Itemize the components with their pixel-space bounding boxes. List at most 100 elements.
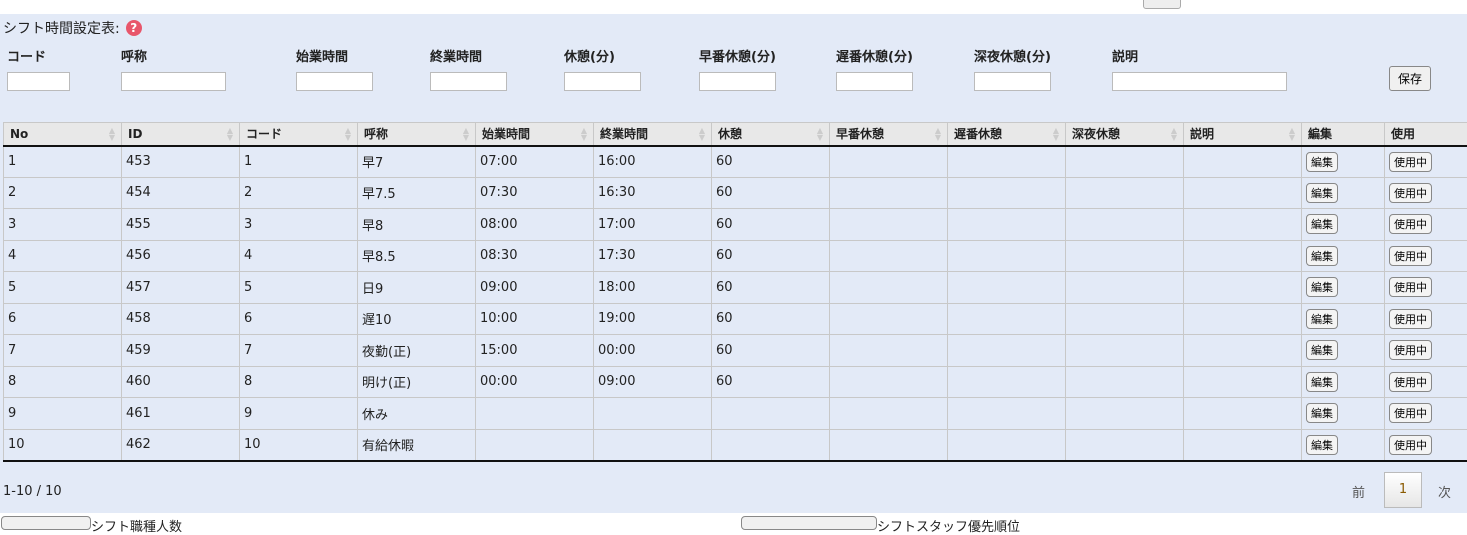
column-header[interactable]: 始業時間▲▼	[476, 123, 594, 146]
field-input[interactable]	[836, 72, 913, 91]
field-label: 遅番休憩(分)	[836, 46, 913, 65]
field-input[interactable]	[974, 72, 1051, 91]
table-cell: 00:00	[594, 335, 712, 367]
table-cell	[948, 366, 1066, 398]
edit-button[interactable]: 編集	[1306, 435, 1338, 455]
edit-button[interactable]: 編集	[1306, 214, 1338, 234]
column-header[interactable]: 遅番休憩▲▼	[948, 123, 1066, 146]
header-label: 使用	[1391, 127, 1415, 141]
in-use-button[interactable]: 使用中	[1389, 340, 1432, 360]
header-label: No	[10, 127, 28, 141]
sort-icon: ▲▼	[1171, 127, 1177, 141]
table-cell: 9	[240, 398, 358, 430]
next-page[interactable]: 次	[1438, 482, 1451, 501]
table-cell: 17:30	[594, 240, 712, 272]
column-header[interactable]: 使用	[1385, 123, 1467, 146]
table-cell: 10:00	[476, 303, 594, 335]
in-use-button[interactable]: 使用中	[1389, 435, 1432, 455]
table-cell: 454	[122, 177, 240, 209]
prev-page[interactable]: 前	[1352, 482, 1365, 501]
table-cell: 08:30	[476, 240, 594, 272]
table-cell: 有給休暇	[358, 429, 476, 461]
save-button[interactable]: 保存	[1389, 66, 1431, 91]
table-cell: 1	[4, 146, 122, 178]
column-header[interactable]: 編集	[1302, 123, 1385, 146]
table-cell: 07:30	[476, 177, 594, 209]
table-cell: 459	[122, 335, 240, 367]
header-label: 休憩	[718, 127, 742, 141]
edit-button[interactable]: 編集	[1306, 340, 1338, 360]
table-cell	[1184, 177, 1302, 209]
table-cell: 早8	[358, 209, 476, 241]
in-use-button[interactable]: 使用中	[1389, 214, 1432, 234]
table-cell: 462	[122, 429, 240, 461]
field-input[interactable]	[7, 72, 70, 91]
table-cell	[948, 335, 1066, 367]
sort-icon: ▲▼	[227, 127, 233, 141]
in-use-button[interactable]: 使用中	[1389, 152, 1432, 172]
bottom-right-button[interactable]	[741, 516, 877, 530]
edit-button[interactable]: 編集	[1306, 309, 1338, 329]
table-cell: 9	[4, 398, 122, 430]
table-cell: 1	[240, 146, 358, 178]
in-use-button[interactable]: 使用中	[1389, 403, 1432, 423]
column-header[interactable]: コード▲▼	[240, 123, 358, 146]
column-header[interactable]: 深夜休憩▲▼	[1066, 123, 1184, 146]
table-cell: 15:00	[476, 335, 594, 367]
table-cell: 453	[122, 146, 240, 178]
table-cell	[1066, 272, 1184, 304]
top-button[interactable]	[1143, 0, 1181, 9]
column-header[interactable]: ID▲▼	[122, 123, 240, 146]
help-icon[interactable]: ?	[126, 20, 142, 36]
column-header[interactable]: 休憩▲▼	[712, 123, 830, 146]
field-label: 休憩(分)	[564, 46, 615, 65]
in-use-button[interactable]: 使用中	[1389, 309, 1432, 329]
in-use-button[interactable]: 使用中	[1389, 183, 1432, 203]
field-input[interactable]	[1112, 72, 1287, 91]
sort-icon: ▲▼	[581, 127, 587, 141]
table-cell: 6	[4, 303, 122, 335]
table-cell: 60	[712, 366, 830, 398]
table-cell	[1184, 429, 1302, 461]
table-cell	[594, 429, 712, 461]
header-label: 編集	[1308, 127, 1332, 141]
in-use-button[interactable]: 使用中	[1389, 246, 1432, 266]
edit-button[interactable]: 編集	[1306, 277, 1338, 297]
field-input[interactable]	[564, 72, 641, 91]
table-cell: 休み	[358, 398, 476, 430]
in-use-button[interactable]: 使用中	[1389, 277, 1432, 297]
table-cell: 18:00	[594, 272, 712, 304]
table-cell: 07:00	[476, 146, 594, 178]
title-text: シフト時間設定表:	[3, 21, 120, 37]
table-cell: 8	[240, 366, 358, 398]
table-cell	[1184, 398, 1302, 430]
table-cell	[830, 146, 948, 178]
column-header[interactable]: 終業時間▲▼	[594, 123, 712, 146]
column-header[interactable]: 呼称▲▼	[358, 123, 476, 146]
edit-button[interactable]: 編集	[1306, 183, 1338, 203]
table-cell: 10	[4, 429, 122, 461]
field-input[interactable]	[296, 72, 373, 91]
sort-icon: ▲▼	[699, 127, 705, 141]
field-input[interactable]	[430, 72, 507, 91]
sort-icon: ▲▼	[463, 127, 469, 141]
table-cell: 19:00	[594, 303, 712, 335]
table-cell: 457	[122, 272, 240, 304]
page-1[interactable]: 1	[1384, 472, 1422, 508]
edit-button[interactable]: 編集	[1306, 246, 1338, 266]
bottom-right: シフトスタッフ優先順位	[741, 516, 1020, 535]
table-cell: 7	[240, 335, 358, 367]
edit-button[interactable]: 編集	[1306, 152, 1338, 172]
field-input[interactable]	[121, 72, 226, 91]
table-cell: 夜勤(正)	[358, 335, 476, 367]
edit-button[interactable]: 編集	[1306, 403, 1338, 423]
table-cell: 2	[4, 177, 122, 209]
column-header[interactable]: 説明▲▼	[1184, 123, 1302, 146]
in-use-button[interactable]: 使用中	[1389, 372, 1432, 392]
field-input[interactable]	[699, 72, 776, 91]
table-cell: 4	[4, 240, 122, 272]
bottom-left-button[interactable]	[1, 516, 91, 530]
edit-button[interactable]: 編集	[1306, 372, 1338, 392]
column-header[interactable]: No▲▼	[4, 123, 122, 146]
column-header[interactable]: 早番休憩▲▼	[830, 123, 948, 146]
